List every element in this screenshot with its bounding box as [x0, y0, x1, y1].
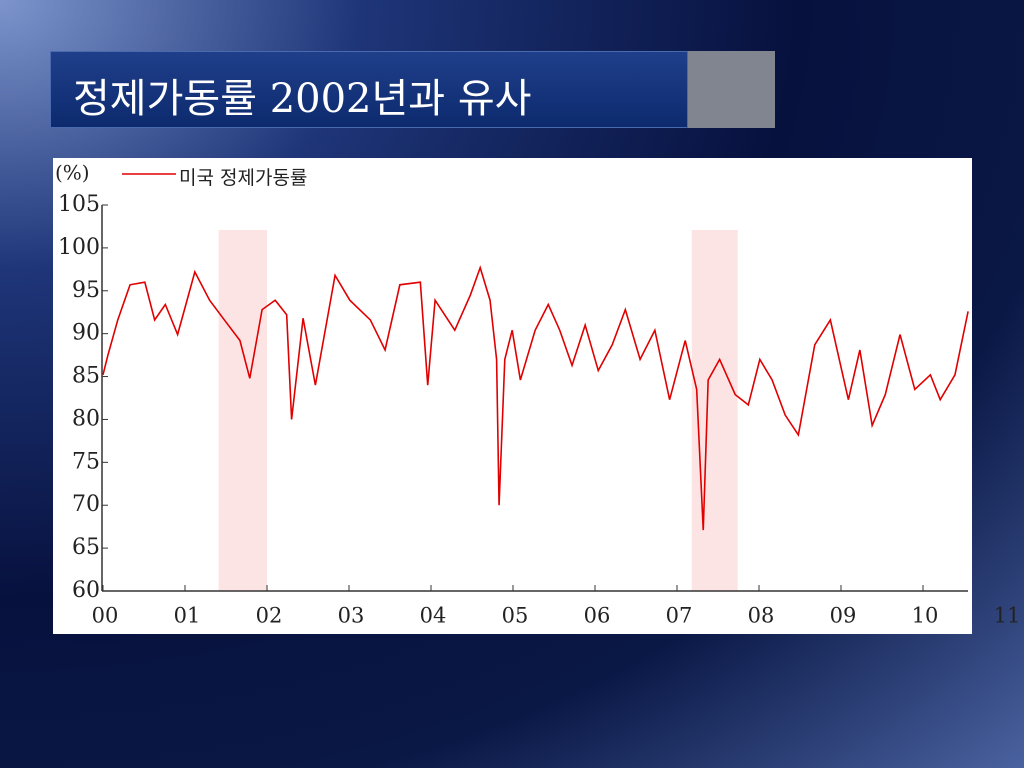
x-tick-label: 02 [256, 604, 283, 628]
x-tick-label: 10 [912, 604, 939, 628]
x-tick-label: 05 [502, 604, 529, 628]
x-tick-label: 00 [92, 604, 119, 628]
y-tick-label: 70 [72, 492, 100, 517]
x-tick-label: 07 [666, 604, 693, 628]
y-tick-label: 90 [72, 321, 100, 346]
y-tick-label: 80 [72, 406, 100, 431]
y-tick-label: 105 [58, 192, 100, 217]
x-tick-label: 03 [338, 604, 365, 628]
title-accent [688, 51, 775, 128]
y-tick-label: 95 [72, 278, 100, 303]
x-tick-label: 08 [748, 604, 775, 628]
x-tick-label: 01 [174, 604, 201, 628]
recession-band [691, 230, 738, 591]
chart-panel [53, 158, 972, 634]
y-tick-label: 60 [72, 578, 100, 603]
y-unit-label: (%) [55, 161, 90, 185]
x-tick-label: 11 [994, 604, 1021, 628]
y-tick-label: 75 [72, 449, 100, 474]
x-tick-label: 09 [830, 604, 857, 628]
slide-title: 정제가동률 2002년과 유사 [73, 76, 532, 122]
y-tick-label: 65 [72, 535, 100, 560]
recession-band [218, 230, 267, 591]
x-tick-label: 04 [420, 604, 447, 628]
x-tick-label: 06 [584, 604, 611, 628]
data-line [102, 265, 969, 531]
legend-label: 미국 정제가동률 [179, 167, 307, 189]
y-tick-label: 100 [58, 235, 100, 260]
y-tick-label: 85 [72, 364, 100, 389]
title-bar: 정제가동률 2002년과 유사 [50, 51, 688, 128]
